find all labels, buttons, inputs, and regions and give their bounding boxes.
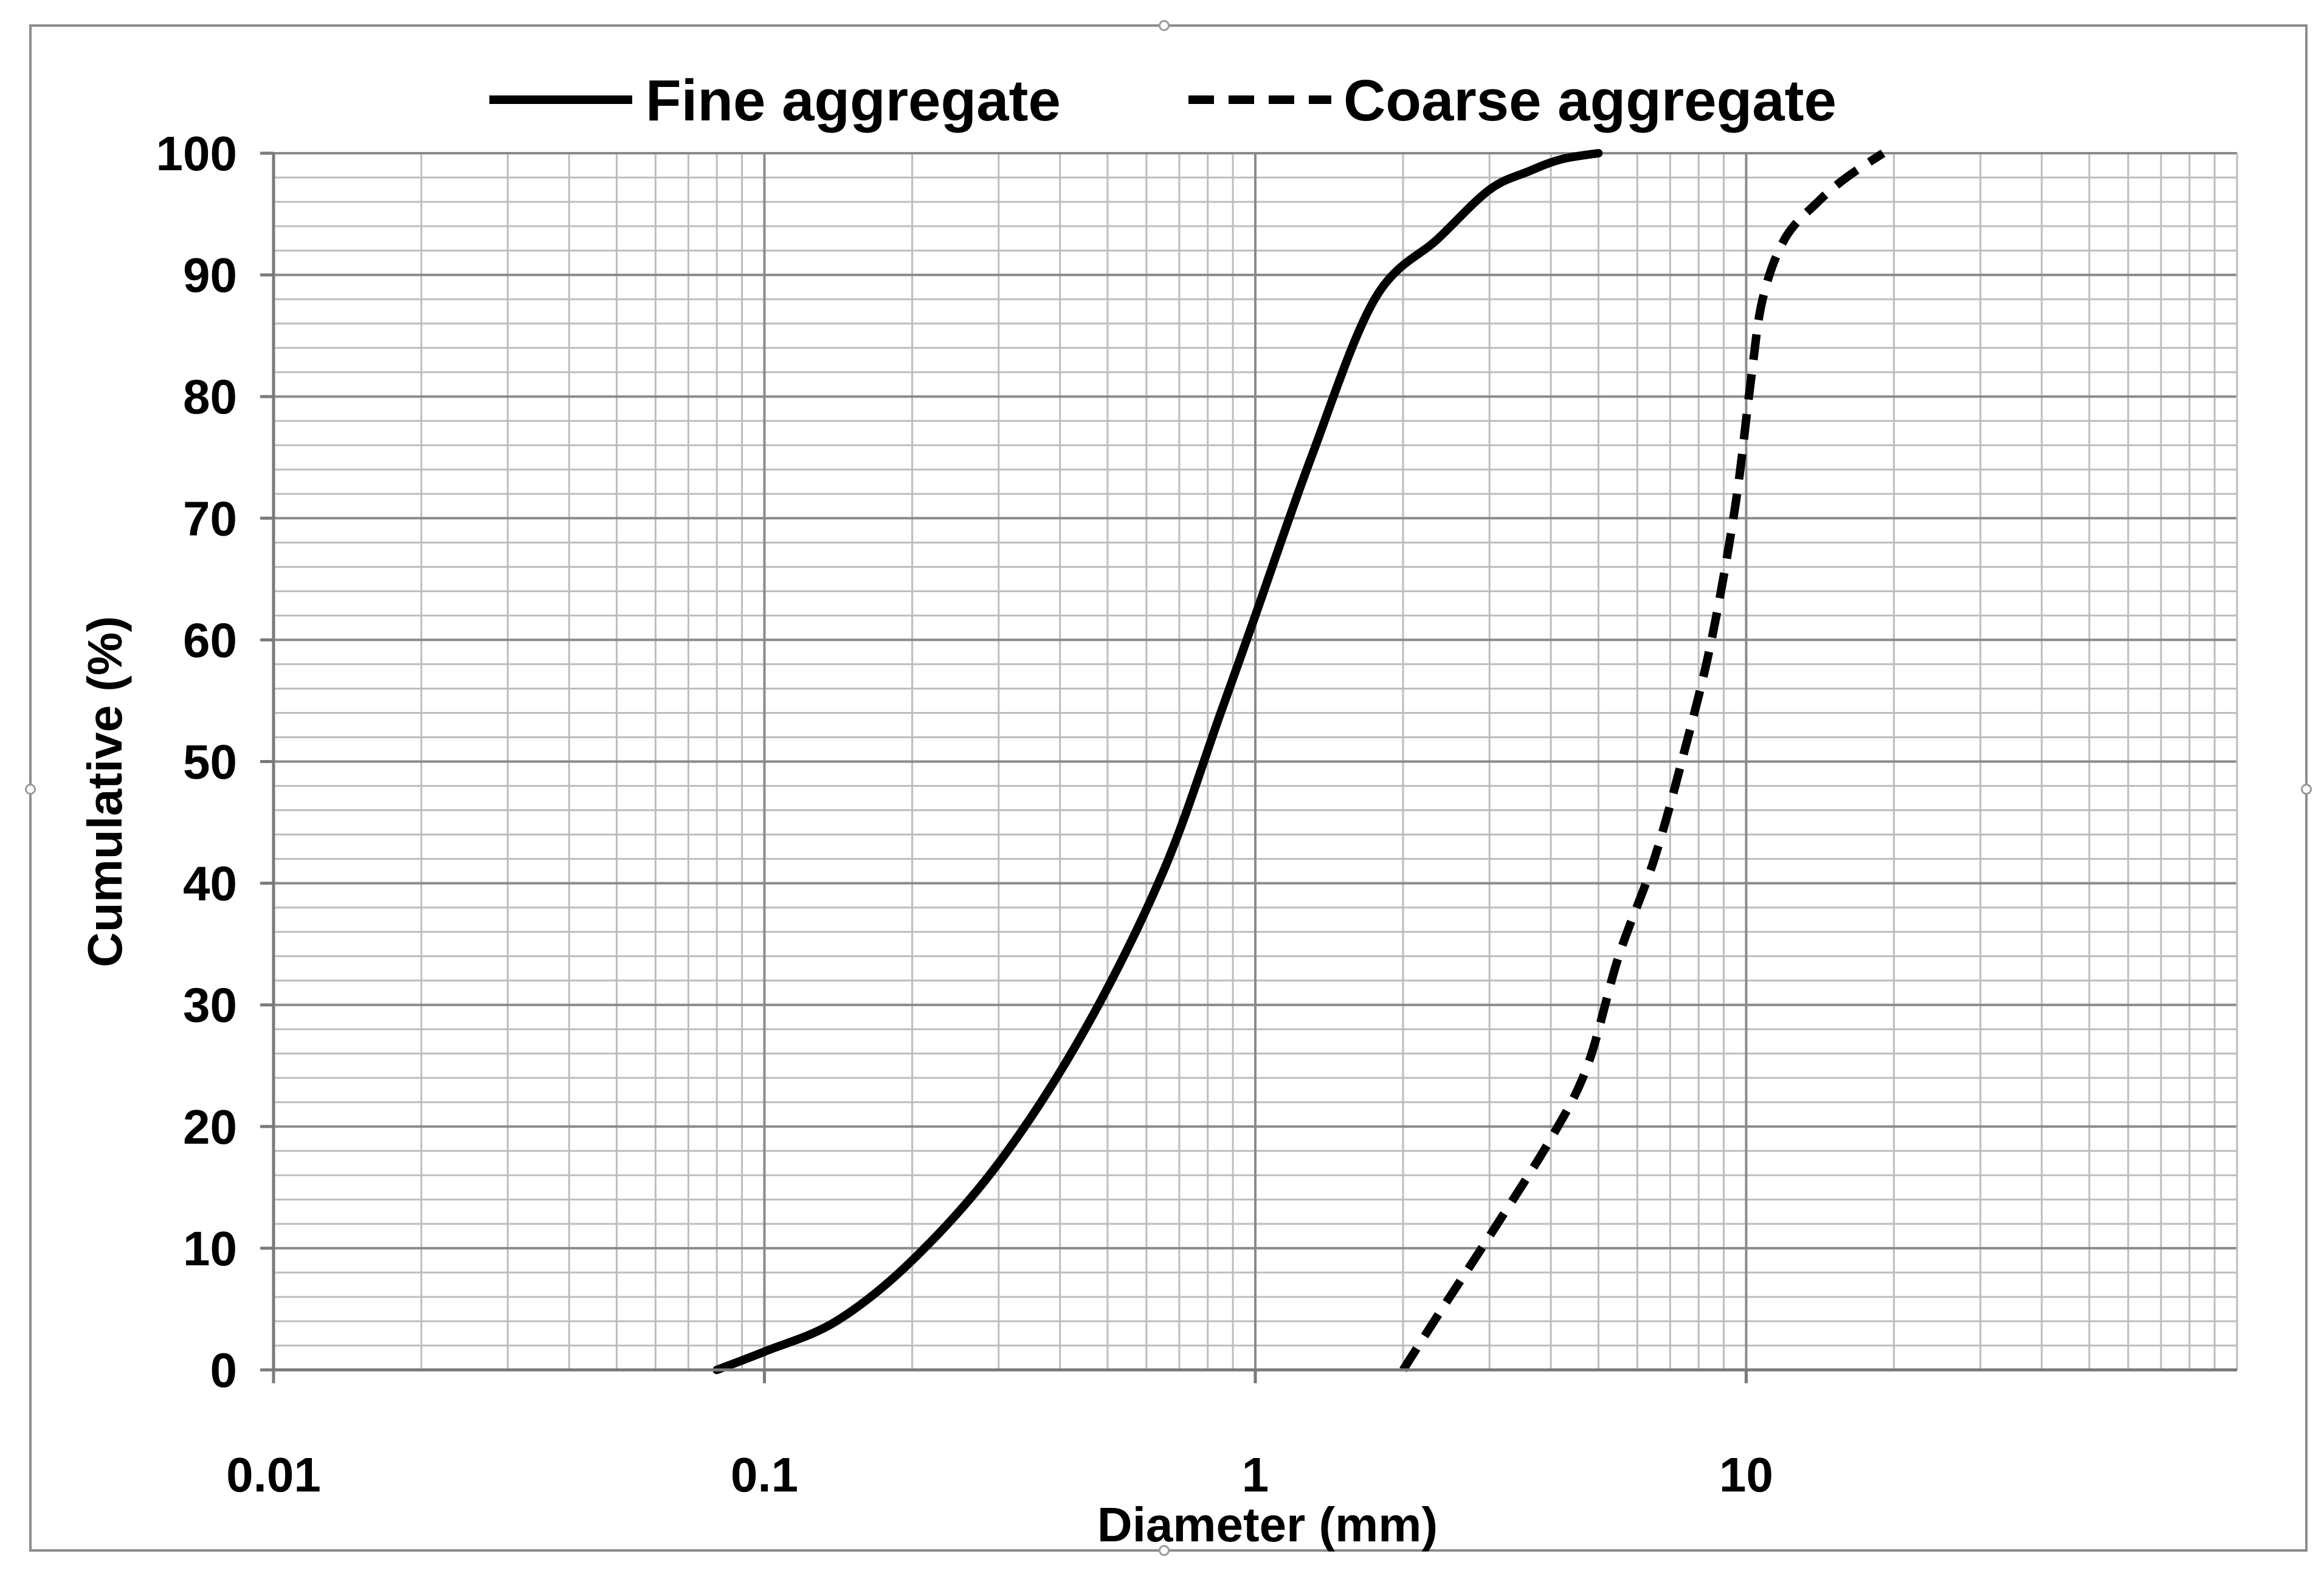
y-tick-label: 20 bbox=[183, 1100, 237, 1154]
x-axis-title: Diameter (mm) bbox=[1097, 1498, 1438, 1552]
y-tick-label: 40 bbox=[183, 857, 237, 911]
x-tick-label: 1 bbox=[1242, 1448, 1269, 1502]
y-tick-label: 30 bbox=[183, 978, 237, 1032]
x-tick-label: 10 bbox=[1719, 1448, 1773, 1502]
y-tick-label: 70 bbox=[183, 491, 237, 545]
y-tick-label: 60 bbox=[183, 613, 237, 667]
y-tick-label: 90 bbox=[183, 248, 237, 302]
legend: Fine aggregate Coarse aggregate bbox=[489, 68, 1836, 133]
series-line-coarse-aggregate bbox=[1399, 150, 1886, 1372]
series-line-fine-aggregate bbox=[712, 149, 1603, 1374]
series-layer bbox=[712, 149, 1886, 1374]
data-point-coarse-aggregate bbox=[1441, 1308, 1443, 1310]
data-point-coarse-aggregate bbox=[1586, 1065, 1588, 1067]
y-tick-label: 100 bbox=[156, 126, 237, 181]
y-tick-label: 50 bbox=[183, 735, 237, 789]
legend-label-coarse-aggregate: Coarse aggregate bbox=[1343, 68, 1836, 133]
resize-handle-top[interactable] bbox=[1159, 20, 1170, 31]
y-tick-label: 80 bbox=[183, 370, 237, 424]
legend-label-fine-aggregate: Fine aggregate bbox=[646, 68, 1061, 133]
resize-handle-bottom[interactable] bbox=[1159, 1545, 1170, 1556]
grid-layer bbox=[272, 152, 2238, 1371]
y-tick-label: 10 bbox=[183, 1222, 237, 1276]
x-tick-label: 0.01 bbox=[226, 1448, 321, 1502]
axis-layer: 0 10 20 30 40 50 60 70 80 90 100 0.01 0.1 1 10 bbox=[156, 126, 2237, 1502]
resize-handle-right[interactable] bbox=[2301, 784, 2312, 795]
y-tick-label: 0 bbox=[210, 1343, 238, 1397]
y-axis-title: Cumulative (%) bbox=[78, 616, 132, 967]
x-tick-label: 0.1 bbox=[731, 1448, 798, 1502]
resize-handle-left[interactable] bbox=[25, 784, 36, 795]
